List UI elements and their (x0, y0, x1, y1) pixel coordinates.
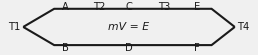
Text: B: B (62, 43, 69, 53)
Text: A: A (62, 2, 69, 12)
Text: T1: T1 (8, 22, 21, 32)
Text: mV = E: mV = E (108, 22, 150, 32)
Text: T3: T3 (158, 2, 170, 12)
Text: F: F (195, 43, 200, 53)
Text: D: D (125, 43, 133, 53)
Text: E: E (194, 2, 200, 12)
Text: T2: T2 (93, 2, 106, 12)
Text: T4: T4 (237, 22, 249, 32)
Text: C: C (126, 2, 132, 12)
